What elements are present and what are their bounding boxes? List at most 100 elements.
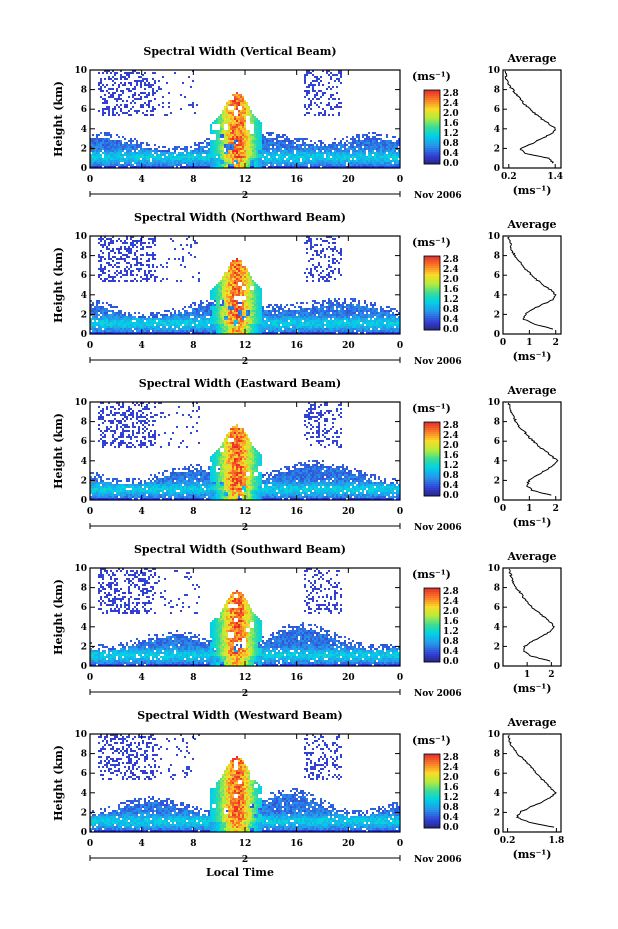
colorbar-swatch: [424, 118, 440, 121]
heatmap-cell: [220, 148, 222, 150]
heatmap-cell: [216, 320, 218, 322]
heatmap-cell: [260, 304, 262, 306]
heatmap-cell: [226, 160, 228, 162]
heatmap-cell: [396, 142, 398, 144]
heatmap-cell: [188, 318, 190, 320]
heatmap-cell: [370, 162, 372, 164]
heatmap-cell: [292, 142, 294, 144]
heatmap-cell: [386, 134, 388, 136]
heatmap-cell: [168, 322, 170, 324]
heatmap-cell: [158, 158, 160, 160]
heatmap-cell: [190, 104, 192, 106]
heatmap-cell: [220, 280, 222, 282]
heatmap-cell: [150, 276, 152, 278]
heatmap-cell: [216, 284, 218, 286]
heatmap-cell: [246, 108, 248, 110]
heatmap-cell: [224, 160, 226, 162]
heatmap-cell: [298, 320, 300, 322]
heatmap-cell: [256, 144, 258, 146]
heatmap-cell: [374, 146, 376, 148]
heatmap-cell: [108, 314, 110, 316]
heatmap-cell: [216, 316, 218, 318]
heatmap-cell: [126, 248, 128, 250]
heatmap-cell: [242, 166, 244, 168]
heatmap-cell: [136, 280, 138, 282]
heatmap-cell: [340, 144, 342, 146]
heatmap-cell: [300, 324, 302, 326]
heatmap-cell: [198, 324, 200, 326]
heatmap-cell: [174, 72, 176, 74]
heatmap-cell: [132, 322, 134, 324]
heatmap-cell: [348, 162, 350, 164]
heatmap-cell: [180, 244, 182, 246]
heatmap-cell: [210, 124, 212, 126]
heatmap-cell: [260, 160, 262, 162]
heatmap-cell: [282, 322, 284, 324]
heatmap-cell: [114, 162, 116, 164]
heatmap-cell: [238, 144, 240, 146]
heatmap-cell: [228, 270, 230, 272]
heatmap-cell: [248, 142, 250, 144]
heatmap-cell: [108, 150, 110, 152]
heatmap-cell: [178, 312, 180, 314]
heatmap-cell: [306, 112, 308, 114]
heatmap-cell: [370, 166, 372, 168]
heatmap-cell: [240, 308, 242, 310]
heatmap-cell: [244, 278, 246, 280]
heatmap-cell: [260, 122, 262, 124]
heatmap-cell: [120, 240, 122, 242]
heatmap-cell: [120, 258, 122, 260]
heatmap-cell: [100, 144, 102, 146]
heatmap-cell: [332, 158, 334, 160]
colorbar-swatch: [424, 148, 440, 151]
heatmap-cell: [116, 306, 118, 308]
heatmap-cell: [122, 76, 124, 78]
heatmap-cell: [376, 150, 378, 152]
heatmap-cell: [262, 150, 264, 152]
heatmap-cell: [104, 144, 106, 146]
heatmap-cell: [284, 138, 286, 140]
heatmap-cell: [146, 142, 148, 144]
heatmap-cell: [388, 140, 390, 142]
heatmap-cell: [314, 146, 316, 148]
heatmap-cell: [180, 322, 182, 324]
heatmap-cell: [286, 152, 288, 154]
heatmap-cell: [104, 162, 106, 164]
heatmap-cell: [104, 134, 106, 136]
heatmap-cell: [104, 268, 106, 270]
heatmap-cell: [176, 326, 178, 328]
heatmap-cell: [184, 316, 186, 318]
heatmap-cell: [192, 310, 194, 312]
heatmap-cell: [252, 298, 254, 300]
heatmap-cell: [214, 142, 216, 144]
heatmap-cell: [300, 322, 302, 324]
heatmap-cell: [142, 316, 144, 318]
heatmap-cell: [358, 160, 360, 162]
colorbar-swatch: [424, 102, 440, 105]
heatmap-cell: [298, 316, 300, 318]
heatmap-cell: [380, 156, 382, 158]
heatmap-cell: [260, 296, 262, 298]
heatmap-cell: [148, 162, 150, 164]
heatmap-cell: [298, 138, 300, 140]
heatmap-cell: [154, 330, 156, 332]
heatmap-cell: [236, 308, 238, 310]
heatmap-cell: [284, 322, 286, 324]
heatmap-cell: [244, 294, 246, 296]
heatmap-cell: [194, 330, 196, 332]
heatmap-cell: [152, 94, 154, 96]
heatmap-cell: [138, 270, 140, 272]
heatmap-cell: [190, 86, 192, 88]
heatmap-cell: [274, 142, 276, 144]
heatmap-cell: [148, 84, 150, 86]
heatmap-cell: [286, 320, 288, 322]
heatmap-cell: [356, 134, 358, 136]
heatmap-cell: [212, 302, 214, 304]
heatmap-cell: [214, 326, 216, 328]
heatmap-cell: [200, 152, 202, 154]
heatmap-cell: [188, 312, 190, 314]
heatmap-cell: [356, 144, 358, 146]
heatmap-cell: [294, 156, 296, 158]
heatmap-cell: [116, 90, 118, 92]
heatmap-cell: [280, 314, 282, 316]
